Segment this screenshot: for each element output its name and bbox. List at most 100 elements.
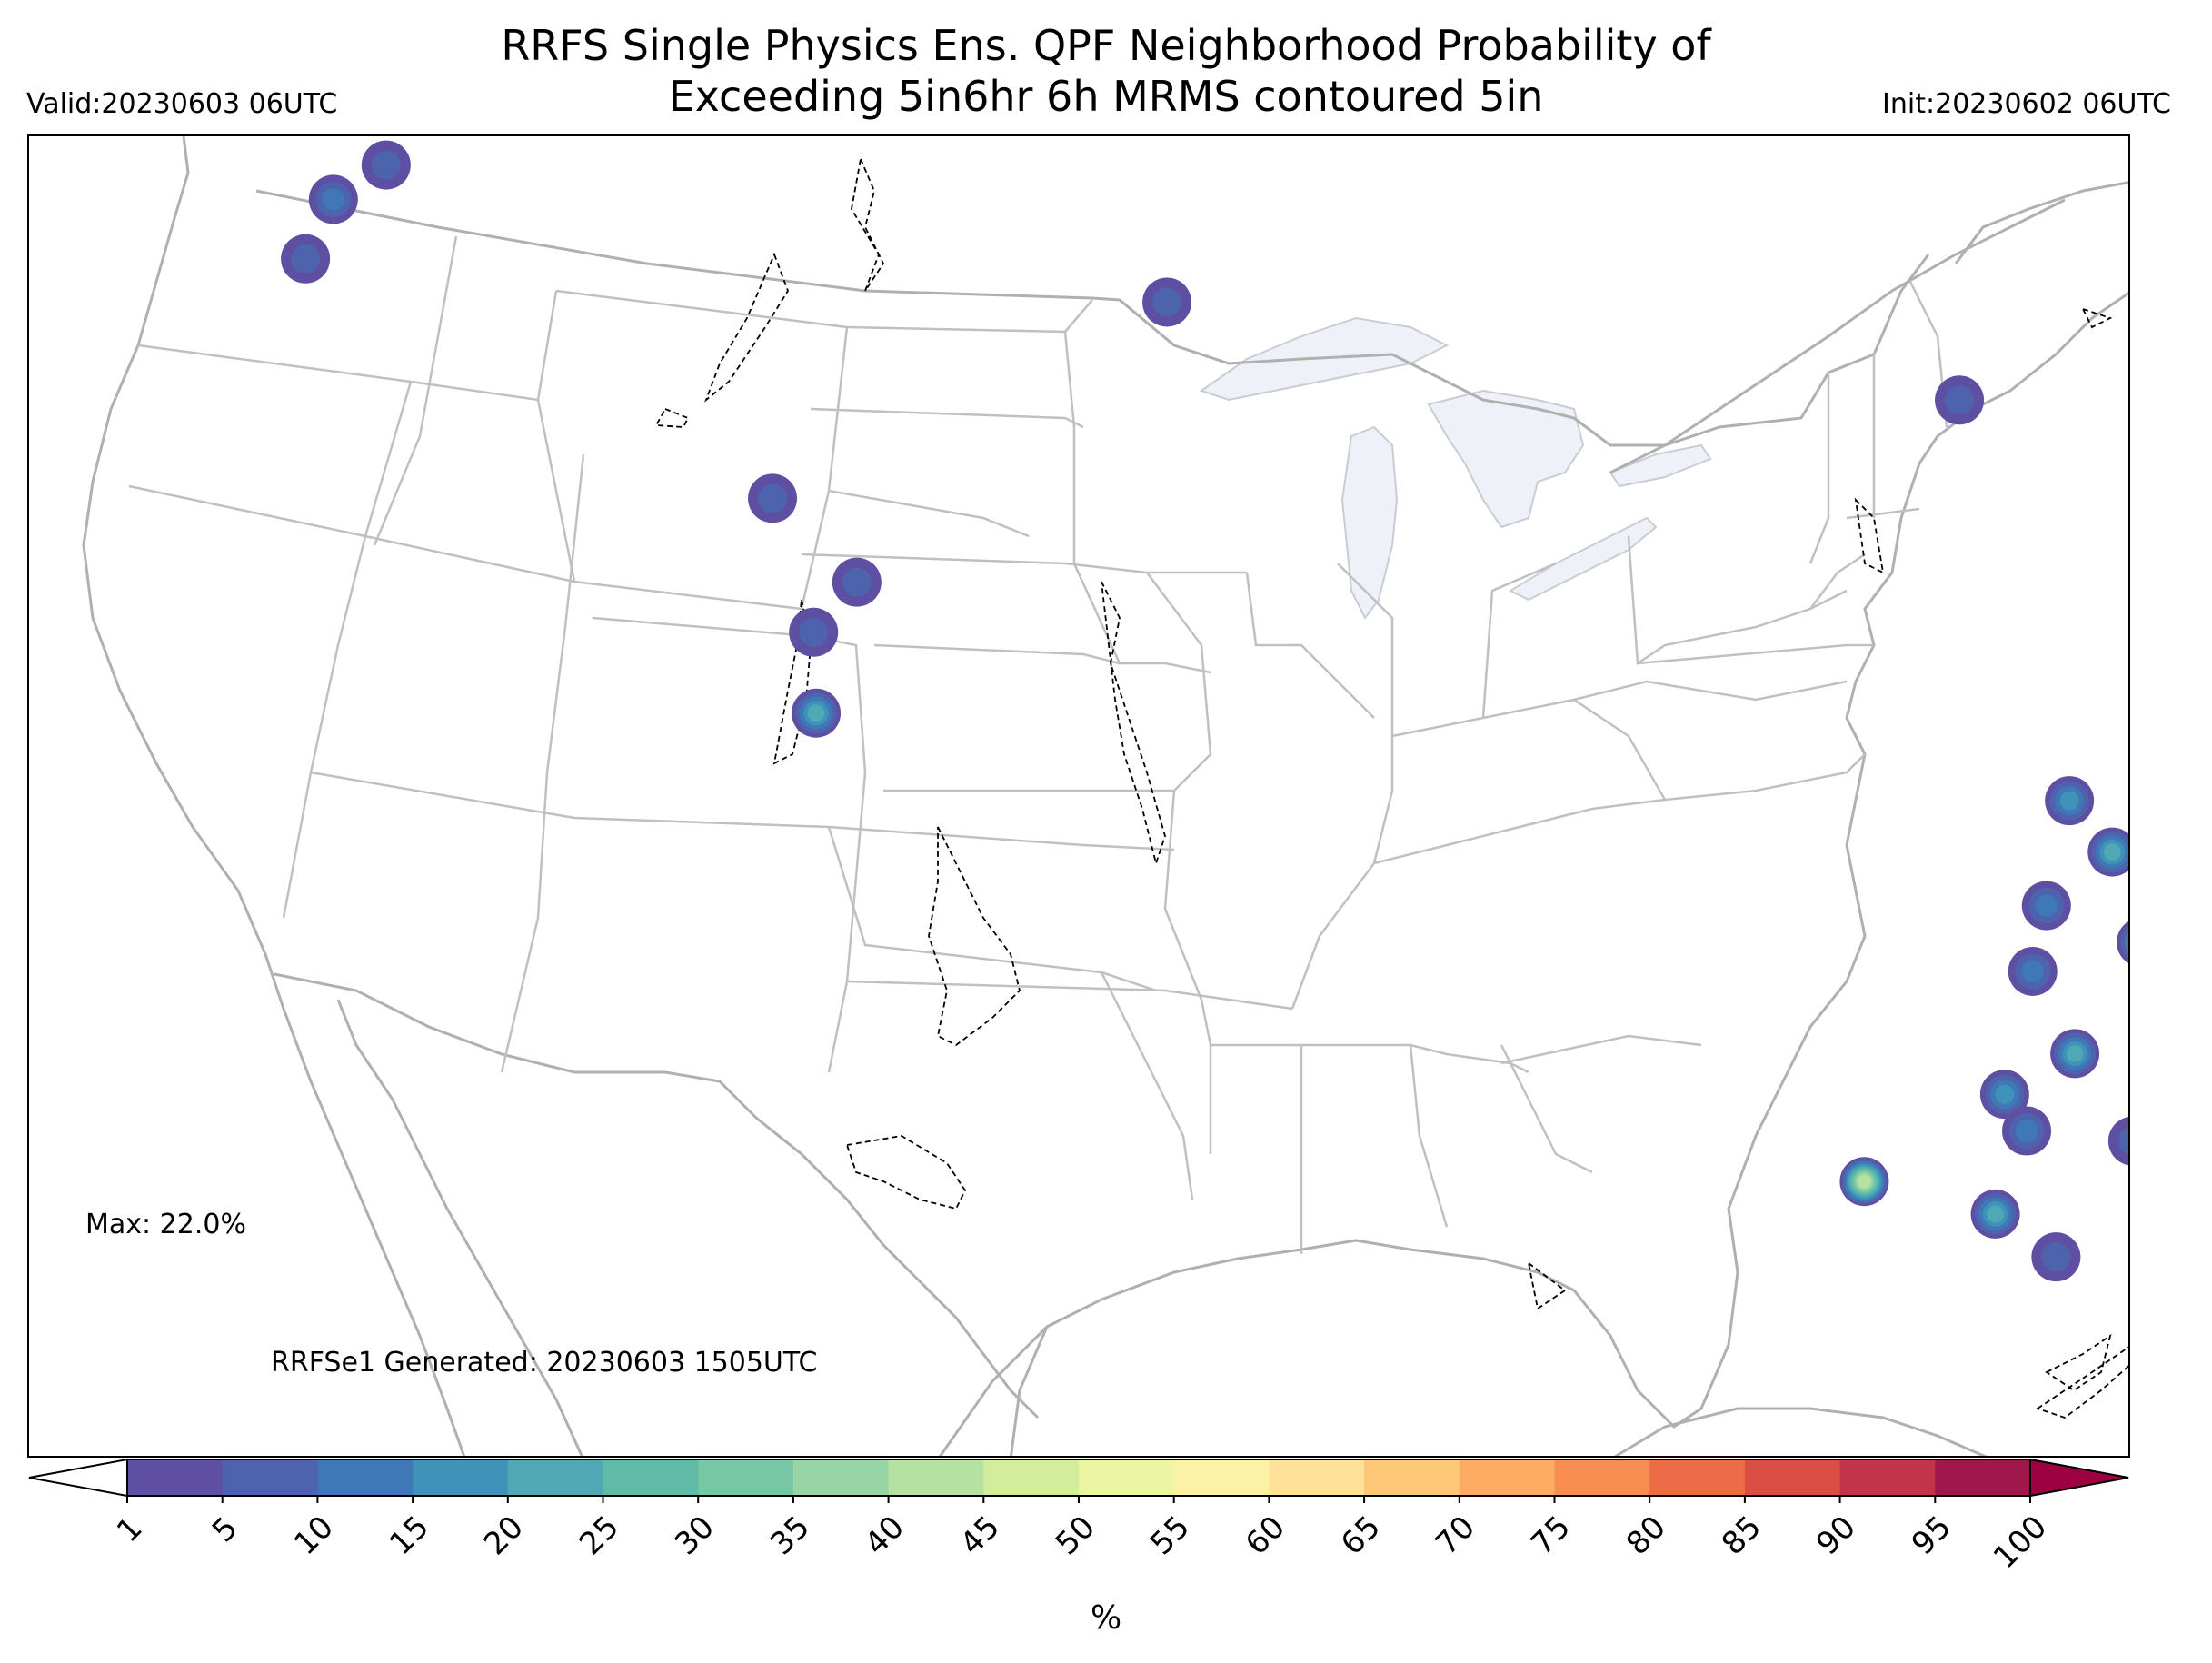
- colorbar-segment: [792, 1459, 890, 1496]
- west-coast: [82, 136, 466, 1456]
- colorbar-tick-label: 25: [573, 1509, 626, 1563]
- probability-blob: [2103, 843, 2121, 861]
- lake-huron: [1427, 389, 1585, 529]
- map-panel: [27, 134, 2130, 1458]
- st-lawrence: [1609, 198, 2066, 474]
- probability-blob: [2035, 894, 2058, 917]
- colorbar-segment: [1269, 1459, 1365, 1496]
- probability-blob: [842, 567, 872, 597]
- cuba: [1613, 1407, 1988, 1456]
- probability-blob: [2059, 791, 2079, 811]
- probability-blob: [2021, 960, 2045, 983]
- mrms-contour: [1854, 497, 1885, 574]
- gulf-coast: [938, 291, 2128, 1456]
- us-canada-border: [255, 189, 1930, 447]
- mrms-contour: [928, 826, 1021, 1047]
- baja-coast: [336, 999, 583, 1456]
- colorbar-segment: [127, 1459, 224, 1496]
- lake-erie: [1508, 516, 1658, 602]
- colorbar-tick-label: 85: [1714, 1509, 1769, 1563]
- probability-blob: [2124, 931, 2128, 953]
- valid-time-label: Valid:20230603 06UTC: [26, 88, 338, 120]
- colorbar-tick-label: 15: [382, 1509, 436, 1563]
- colorbar-segment: [1459, 1459, 1555, 1496]
- probability-blob: [291, 244, 321, 274]
- probability-blob: [1945, 385, 1975, 415]
- map-canvas: [82, 136, 2128, 1456]
- colorbar: [28, 1458, 2129, 1503]
- colorbar-tick-label: 95: [1904, 1509, 1958, 1563]
- colorbar-unit: %: [1091, 1599, 1122, 1637]
- chart-title: RRFS Single Physics Ens. QPF Neighborhoo…: [0, 20, 2212, 122]
- lake-ontario: [1609, 443, 1712, 488]
- state-borders: [128, 235, 1948, 1254]
- colorbar-tick-label: 5: [205, 1509, 245, 1549]
- mrms-contour: [2035, 1346, 2128, 1419]
- mrms-contour: [1101, 581, 1166, 867]
- colorbar-tick-label: 20: [477, 1509, 532, 1563]
- title-line-2: Exceeding 5in6hr 6h MRMS contoured 5in: [668, 72, 1544, 121]
- mrms-contour: [704, 252, 789, 403]
- mrms-contour: [1527, 1260, 1567, 1310]
- colorbar-tick-label: 10: [287, 1509, 341, 1563]
- probability-field: [281, 140, 2128, 1282]
- colorbar-tick-label: 50: [1048, 1509, 1102, 1563]
- mexico-gulf-coast: [1010, 1326, 1049, 1456]
- colorbar-tick-label: 1: [110, 1509, 150, 1549]
- colorbar-segment: [1839, 1459, 1936, 1496]
- probability-blob: [2015, 1120, 2038, 1142]
- probability-blob: [2120, 926, 2128, 959]
- colorbar-segment: [507, 1459, 603, 1496]
- probability-blob: [2117, 1127, 2128, 1155]
- colorbar-segment: [222, 1459, 318, 1496]
- probability-blob: [1857, 1174, 1871, 1189]
- colorbar-segment: [698, 1459, 794, 1496]
- colorbar-tick-label: 65: [1333, 1509, 1388, 1563]
- probability-blob: [1152, 287, 1182, 317]
- probability-blob: [1987, 1205, 2004, 1223]
- colorbar-tick-label: 70: [1429, 1509, 1483, 1563]
- mrms-contour: [2081, 307, 2113, 329]
- mrms-contour: [845, 1135, 967, 1210]
- probability-blob: [807, 704, 825, 722]
- colorbar-segment: [1173, 1459, 1270, 1496]
- title-line-1: RRFS Single Physics Ens. QPF Neighborhoo…: [501, 21, 1711, 70]
- colorbar-tick-label: 60: [1239, 1509, 1292, 1563]
- colorbar-tick-label: 100: [1986, 1509, 2055, 1577]
- init-time-label: Init:20230602 06UTC: [1882, 88, 2171, 120]
- probability-blob: [1995, 1084, 2015, 1104]
- probability-blob: [322, 188, 345, 211]
- colorbar-tick-label: 55: [1143, 1509, 1198, 1563]
- probability-blob: [2066, 1044, 2084, 1062]
- colorbar-segment: [1554, 1459, 1650, 1496]
- colorbar-segment: [1364, 1459, 1460, 1496]
- colorbar-segment: [1079, 1459, 1175, 1496]
- colorbar-tick-label: 30: [667, 1509, 722, 1563]
- colorbar-segment: [413, 1459, 509, 1496]
- colorbar-segment: [1935, 1459, 2031, 1496]
- colorbar-segment: [1744, 1459, 1841, 1496]
- colorbar-tick-label: 40: [858, 1509, 912, 1563]
- colorbar-tick-label: 75: [1524, 1509, 1578, 1563]
- colorbar-segment: [317, 1459, 414, 1496]
- probability-blob: [799, 617, 829, 647]
- max-value-label: Max: 22.0%: [85, 1209, 246, 1240]
- colorbar-segment: [603, 1459, 699, 1496]
- geographic-boundaries: [82, 136, 2128, 1456]
- colorbar-tick-label: 45: [952, 1509, 1007, 1563]
- lake-michigan: [1340, 425, 1399, 620]
- colorbar-segment: [1649, 1459, 1746, 1496]
- colorbar-segment: [888, 1459, 984, 1496]
- colorbar-tick-label: 80: [1619, 1509, 1673, 1563]
- probability-blob: [371, 150, 401, 180]
- mrms-contour: [654, 407, 690, 428]
- generated-timestamp: RRFSe1 Generated: 20230603 1505UTC: [271, 1347, 818, 1379]
- canada-maritime: [1954, 181, 2128, 264]
- us-mexico-border: [274, 972, 1040, 1419]
- probability-blob: [758, 483, 788, 513]
- colorbar-tick-label: 90: [1809, 1509, 1864, 1563]
- colorbar-segment: [983, 1459, 1080, 1496]
- colorbar-tick-label: 35: [762, 1509, 817, 1563]
- probability-blob: [2041, 1242, 2071, 1272]
